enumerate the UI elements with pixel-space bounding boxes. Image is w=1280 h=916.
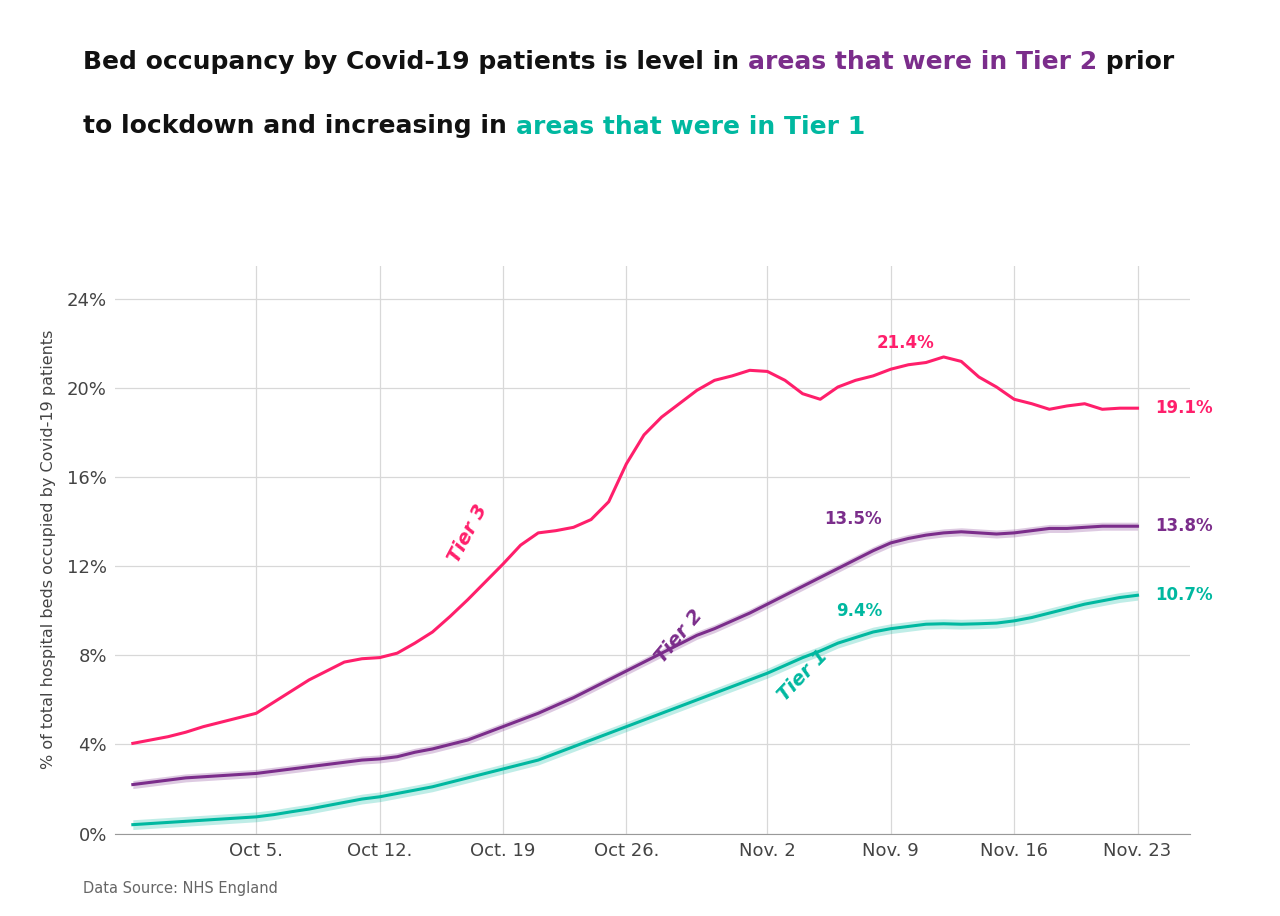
Text: 13.5%: 13.5% [824,510,882,529]
Text: 10.7%: 10.7% [1155,586,1212,605]
Text: areas that were in Tier 1: areas that were in Tier 1 [516,114,865,138]
Text: to lockdown and increasing in: to lockdown and increasing in [83,114,516,138]
Text: 19.1%: 19.1% [1155,399,1212,417]
Text: Tier 3: Tier 3 [444,502,492,566]
Text: Tier 2: Tier 2 [652,606,707,667]
Text: 13.8%: 13.8% [1155,518,1212,535]
Text: Data Source: NHS England: Data Source: NHS England [83,881,278,896]
Text: prior: prior [1097,50,1175,74]
Text: 9.4%: 9.4% [836,602,882,620]
Text: areas that were in Tier 2: areas that were in Tier 2 [748,50,1097,74]
Text: Tier 1: Tier 1 [774,646,832,704]
Y-axis label: % of total hospital beds occupied by Covid-19 patients: % of total hospital beds occupied by Cov… [41,330,55,769]
Text: Bed occupancy by Covid-19 patients is level in: Bed occupancy by Covid-19 patients is le… [83,50,748,74]
Text: 21.4%: 21.4% [877,334,934,353]
